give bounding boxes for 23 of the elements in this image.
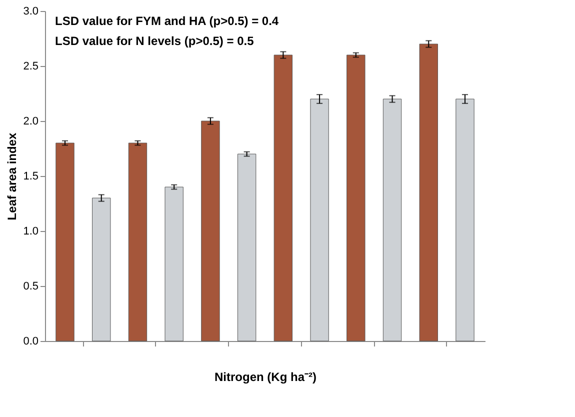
bar: [164, 186, 184, 342]
y-tick-label: 1.0: [23, 226, 38, 238]
bar: [201, 120, 220, 342]
bar: [419, 44, 438, 342]
x-axis-title: Nitrogen (Kg ha⁻²): [214, 370, 316, 384]
y-tick-label: 2.0: [23, 116, 38, 128]
bar: [56, 142, 74, 342]
y-axis-title: Leaf area index: [5, 132, 20, 220]
bar: [382, 98, 402, 342]
y-tick-label: 2.5: [23, 60, 38, 72]
annotation: LSD value for N levels (p>0.5) = 0.5: [55, 34, 254, 48]
bar: [346, 54, 366, 342]
bar: [92, 198, 111, 342]
bar: [456, 98, 474, 342]
y-tick-label: 0.5: [23, 280, 38, 292]
y-tick-label: 1.5: [23, 170, 38, 182]
y-tick-label: 0.0: [23, 336, 38, 348]
y-tick-label: 3.0: [23, 6, 38, 18]
bar: [128, 142, 148, 342]
annotation: LSD value for FYM and HA (p>0.5) = 0.4: [55, 14, 279, 28]
bar: [274, 54, 293, 342]
bar: [310, 98, 329, 342]
bar: [237, 154, 256, 342]
